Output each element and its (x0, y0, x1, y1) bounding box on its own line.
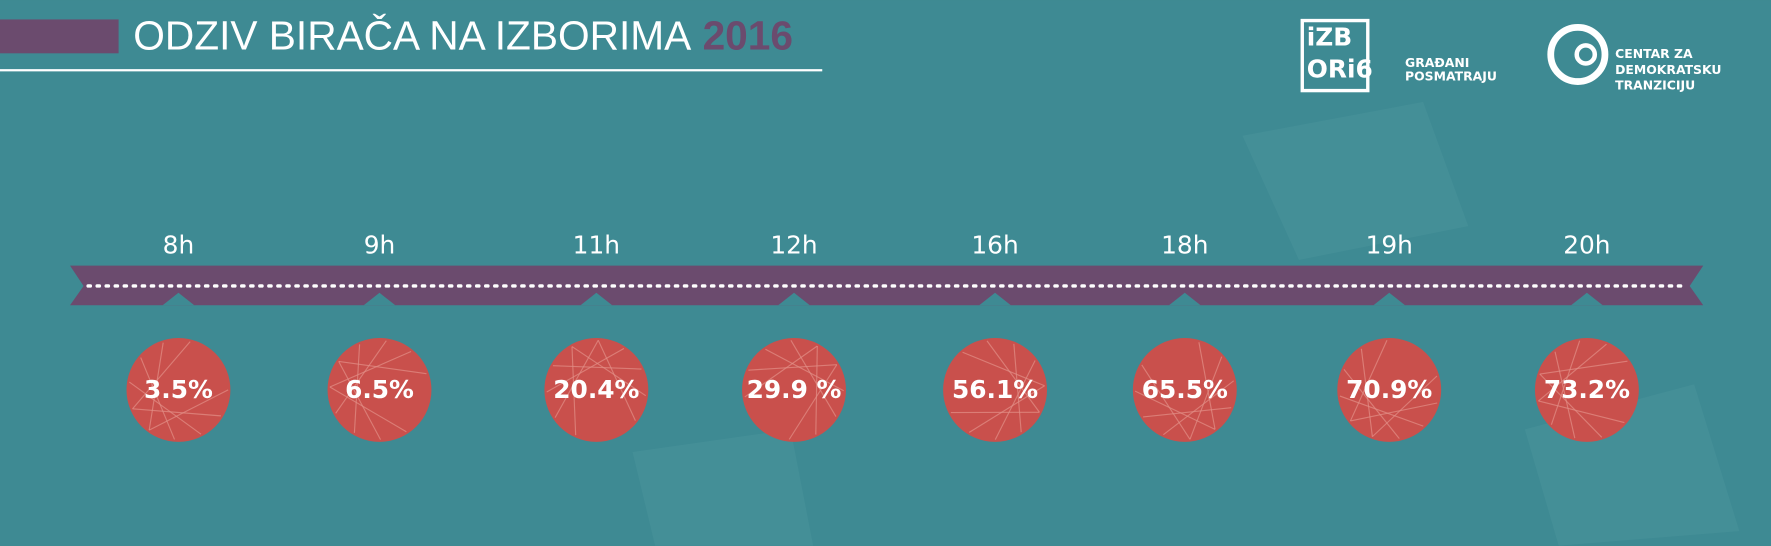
circle-pattern (962, 351, 1045, 387)
ribbon-notch (363, 292, 396, 306)
logo-text: iZB (1307, 23, 1352, 52)
circle-pattern (1134, 390, 1216, 430)
circle-pattern (1013, 343, 1022, 433)
time-label: 20h (1563, 230, 1610, 259)
timeline-items: 8h 3.5% 9h 6.5% 11h 20.4% 12h 29.9 % 16h 56.1% 18h… (126, 230, 1639, 442)
circle-pattern (1371, 375, 1438, 438)
circle-pattern (338, 361, 382, 440)
circle-pattern (1143, 407, 1232, 418)
circle-pattern (571, 346, 577, 436)
time-label: 18h (1161, 230, 1208, 259)
logo-text: POSMATRAJU (1405, 69, 1497, 84)
ribbon-notch (1571, 292, 1603, 306)
circle-pattern (986, 340, 1040, 413)
circle-pattern (1349, 340, 1388, 422)
logo-text: CENTAR ZA (1615, 46, 1693, 61)
logo-cdt: CENTAR ZA DEMOKRATSKU TRANZICIJU (1547, 23, 1721, 93)
time-label: 12h (770, 230, 817, 259)
turnout-label: 70.9% (1346, 375, 1432, 404)
logo-icon (1547, 23, 1609, 85)
ribbon-notch (979, 292, 1011, 306)
logo-text: GRAĐANI (1405, 55, 1469, 70)
time-label: 11h (573, 230, 620, 259)
ribbon-notch (580, 292, 613, 306)
ribbon-notch (778, 292, 810, 306)
turnout-label: 3.5% (144, 375, 213, 404)
turnout-label: 73.2% (1544, 375, 1630, 404)
logo-frame (1300, 18, 1370, 93)
circle-pattern (132, 408, 221, 417)
ribbon-notch (1373, 292, 1406, 306)
circle-pattern (148, 389, 229, 431)
circle-pattern (790, 340, 837, 417)
circle-pattern (1538, 343, 1607, 402)
turnout-label: 65.5% (1142, 375, 1228, 404)
circle-pattern (968, 385, 1045, 433)
turnout-circle (1132, 337, 1237, 442)
circle-pattern (1539, 373, 1603, 438)
turnout-circle (742, 337, 846, 442)
circle-pattern (132, 341, 191, 410)
circle-pattern (1198, 342, 1216, 430)
circle-pattern (140, 357, 176, 440)
circle-pattern (148, 342, 164, 431)
time-label: 8h (163, 230, 195, 259)
turnout-circle (544, 337, 649, 442)
circle-pattern (788, 364, 838, 440)
circle-pattern (1350, 402, 1438, 422)
time-label: 9h (364, 230, 396, 259)
circle-pattern (1550, 340, 1581, 425)
circle-pattern (552, 365, 642, 370)
turnout-label: 20.4% (553, 375, 639, 404)
circle-pattern (338, 360, 427, 375)
turnout-circle (1534, 337, 1639, 442)
circle-pattern (1339, 395, 1424, 427)
circle-pattern (815, 345, 818, 435)
circle-pattern (1539, 360, 1628, 375)
circle-pattern (1538, 400, 1625, 424)
circle-pattern (554, 339, 599, 418)
circle-pattern (597, 340, 636, 421)
turnout-label: 56.1% (952, 375, 1038, 404)
logo-text: ORi6 (1307, 54, 1373, 83)
circle-pattern (571, 346, 647, 397)
circle-pattern (129, 381, 202, 435)
turnout-circle (943, 337, 1048, 442)
circle-pattern (994, 360, 1036, 440)
circle-pattern (1360, 348, 1373, 437)
circle-pattern (329, 350, 412, 388)
ribbon-notch (1168, 292, 1201, 306)
circle-pattern (546, 348, 625, 393)
title: ODZIV BIRAČA NA IZBORIMA 2016 (133, 12, 793, 58)
logo-izbori: iZB ORi6 GRAĐANI POSMATRAJU (1300, 18, 1497, 93)
turnout-circle (126, 337, 231, 442)
logo-text: DEMOKRATSKU (1615, 62, 1721, 77)
title-bar (0, 19, 119, 54)
time-label: 16h (971, 230, 1018, 259)
logo-icon (1574, 43, 1598, 66)
circle-pattern (329, 386, 407, 433)
turnout-label: 29.9 % (747, 375, 842, 404)
circle-pattern (744, 345, 818, 398)
circle-pattern (1343, 369, 1400, 439)
circle-pattern (335, 340, 387, 414)
circle-pattern (765, 348, 844, 392)
circle-pattern (353, 344, 361, 433)
ribbon-notch (162, 292, 195, 306)
circle-pattern (1189, 356, 1223, 440)
turnout-label: 6.5% (345, 375, 414, 404)
time-label: 19h (1366, 230, 1413, 259)
circle-pattern (748, 364, 837, 371)
circle-pattern (1163, 380, 1235, 436)
circle-pattern (1141, 364, 1191, 440)
logo-text: TRANZICIJU (1615, 78, 1695, 93)
background-shapes (632, 101, 1740, 546)
circle-pattern (1554, 351, 1576, 439)
